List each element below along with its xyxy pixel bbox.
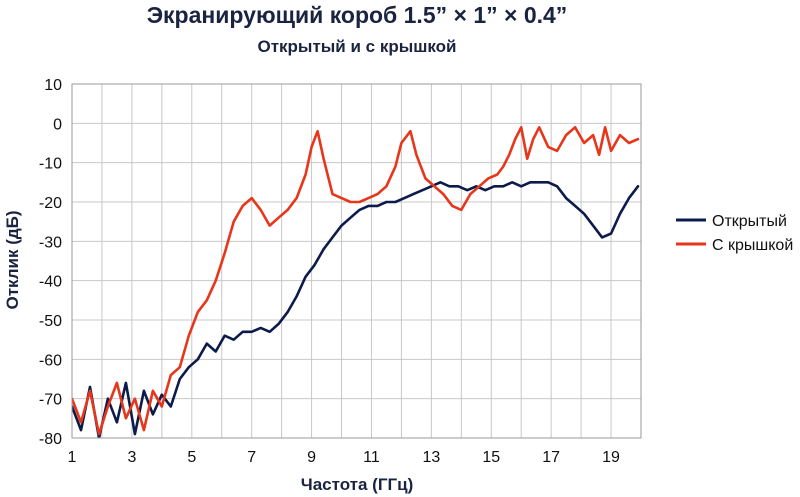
y-tick-label: 0	[53, 116, 62, 133]
y-tick-label: -40	[39, 274, 62, 291]
legend: Открытый С крышкой	[676, 213, 793, 254]
chart-title: Экранирующий короб 1.5” × 1” × 0.4”	[147, 2, 568, 28]
grid	[71, 83, 642, 439]
series-line-1	[72, 126, 640, 436]
series-line-0	[72, 181, 640, 438]
y-tick-label: -50	[39, 313, 62, 330]
x-tick-label: 13	[422, 449, 440, 466]
x-tick-label: 3	[127, 449, 136, 466]
y-tick-label: -20	[39, 195, 62, 212]
x-tick-label: 17	[542, 449, 560, 466]
x-tick-label: 19	[602, 449, 620, 466]
x-tick-label: 15	[482, 449, 500, 466]
y-tick-label: -80	[39, 431, 62, 448]
tick-labels: 1 3 5 7 9 11 13 15 17 19100-10-20-30-40-50-60-70-…	[39, 77, 620, 466]
x-tick-label: 11	[363, 449, 380, 466]
y-tick-label: -70	[39, 392, 62, 409]
x-tick-label: 7	[247, 449, 256, 466]
x-tick-label: 9	[307, 449, 316, 466]
x-tick-label: 1	[68, 449, 77, 466]
y-tick-label: 10	[44, 77, 62, 94]
plot-area-frame	[71, 83, 642, 439]
y-tick-label: -30	[39, 234, 62, 251]
chart-subtitle: Открытый и с крышкой	[257, 37, 456, 56]
y-tick-label: -10	[39, 156, 62, 173]
series-lines	[72, 126, 640, 438]
x-tick-label: 5	[187, 449, 196, 466]
legend-label-0: Открытый	[712, 213, 787, 230]
legend-label-1: С крышкой	[712, 237, 793, 254]
y-axis-label: Отклик (дБ)	[3, 210, 22, 309]
y-tick-label: -60	[39, 352, 62, 369]
x-axis-label: Частота (ГГц)	[301, 475, 413, 494]
